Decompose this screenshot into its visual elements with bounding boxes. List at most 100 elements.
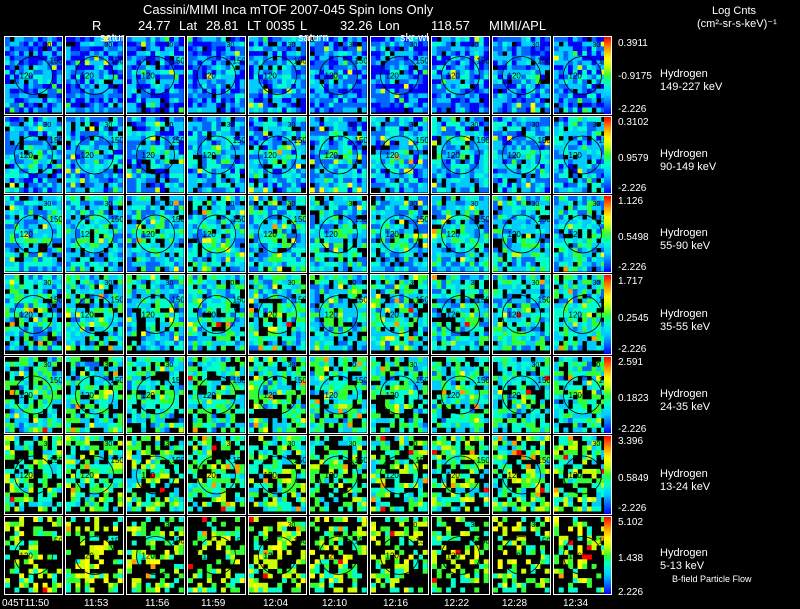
heatmap-cell (89, 126, 95, 132)
heatmap-cell (37, 51, 43, 57)
heatmap-cell (446, 164, 452, 169)
heatmap-cell (314, 149, 320, 155)
heatmap-cell (94, 243, 100, 248)
heatmap-cell (338, 117, 344, 122)
heatmap-cell (422, 182, 428, 188)
heatmap-cell (253, 79, 259, 85)
heatmap-cell (502, 178, 508, 184)
heatmap-cell (521, 178, 527, 184)
heatmap-cell (577, 159, 583, 165)
heatmap-cell (113, 69, 118, 75)
heatmap-cell (117, 140, 123, 146)
heatmap-cell (375, 140, 381, 146)
heatmap-cell (394, 200, 400, 206)
heatmap-cell (586, 117, 592, 122)
heatmap-cell (380, 224, 386, 230)
heatmap-cell (324, 69, 330, 75)
heatmap-cell (42, 131, 48, 137)
heatmap-cell (328, 224, 334, 230)
heatmap-cell (145, 65, 151, 71)
heatmap-cell (188, 126, 193, 132)
heatmap-cell (84, 69, 90, 75)
heatmap-cell (127, 65, 132, 71)
heatmap-cell (150, 135, 156, 141)
heatmap-cell (361, 140, 367, 146)
heatmap-cell (502, 173, 508, 179)
contour-label: 120 (569, 72, 583, 81)
heatmap-cell (94, 154, 100, 160)
heatmap-cell (314, 228, 320, 234)
heatmap-cell (568, 98, 574, 104)
heatmap-cell (328, 261, 334, 267)
heatmap-cell (286, 261, 292, 267)
heatmap-cell (216, 205, 222, 211)
heatmap-cell (188, 51, 193, 57)
heatmap-cell (300, 145, 306, 151)
heatmap-cell (441, 228, 447, 234)
heatmap-cell (507, 41, 513, 47)
heatmap-cell (202, 178, 208, 184)
heatmap-cell (418, 93, 423, 99)
heatmap-cell (464, 168, 470, 174)
heatmap-cell (544, 46, 550, 52)
heatmap-cell (544, 159, 550, 165)
heatmap-cell (169, 149, 175, 155)
heatmap-cell (145, 233, 151, 239)
heatmap-cell (286, 84, 292, 89)
heatmap-cell (394, 164, 400, 169)
heatmap-cell (516, 84, 522, 89)
heatmap-cell (493, 159, 498, 165)
heatmap-cell (296, 168, 301, 174)
heatmap-cell (56, 205, 62, 211)
heatmap-cell (127, 93, 132, 99)
heatmap-cell (319, 149, 325, 155)
heatmap-cell (413, 196, 419, 201)
heatmap-cell (432, 187, 437, 193)
heatmap-cell (371, 84, 376, 89)
heatmap-cell (319, 37, 325, 42)
heatmap-cell (413, 126, 419, 132)
heatmap-cell (479, 107, 484, 113)
heatmap-cell (380, 126, 386, 132)
heatmap-cell (507, 98, 513, 104)
heatmap-cell (155, 182, 161, 188)
heatmap-cell (479, 154, 484, 160)
heatmap-cell (535, 46, 541, 52)
heatmap-cell (591, 145, 597, 151)
heatmap-cell (263, 178, 269, 184)
heatmap-cell (361, 84, 367, 89)
heatmap-cell (174, 41, 179, 47)
heatmap-cell (103, 228, 109, 234)
heatmap-cell (75, 121, 81, 127)
heatmap-cell (235, 98, 240, 104)
heatmap-cell (314, 154, 320, 160)
heatmap-cell (521, 140, 527, 146)
heatmap-cell (418, 55, 423, 61)
heatmap-cell (258, 117, 264, 122)
heatmap-cell (380, 228, 386, 234)
heatmap-cell (5, 233, 10, 239)
heatmap-cell (450, 168, 456, 174)
contour-circle (136, 135, 175, 175)
contour-label: 120 (264, 72, 278, 81)
heatmap-cell (554, 126, 559, 132)
heatmap-cell (291, 173, 297, 179)
heatmap-cell (230, 37, 236, 42)
heatmap-cell (197, 93, 203, 99)
heatmap-cell (474, 126, 480, 132)
heatmap-cell (263, 37, 269, 42)
heatmap-cell (216, 65, 222, 71)
heatmap-cell (460, 164, 466, 169)
heatmap-cell (84, 140, 90, 146)
heatmap-cell (300, 84, 306, 89)
heatmap-cell (70, 74, 76, 80)
heatmap-cell (408, 228, 414, 234)
heatmap-cell (258, 74, 264, 80)
heatmap-cell (314, 55, 320, 61)
heatmap-cell (291, 261, 297, 267)
heatmap-cell (342, 65, 348, 71)
contour-label: 30 (166, 201, 174, 208)
heatmap-cell (338, 126, 344, 132)
heatmap-cell (230, 121, 236, 127)
heatmap-cell (56, 168, 62, 174)
